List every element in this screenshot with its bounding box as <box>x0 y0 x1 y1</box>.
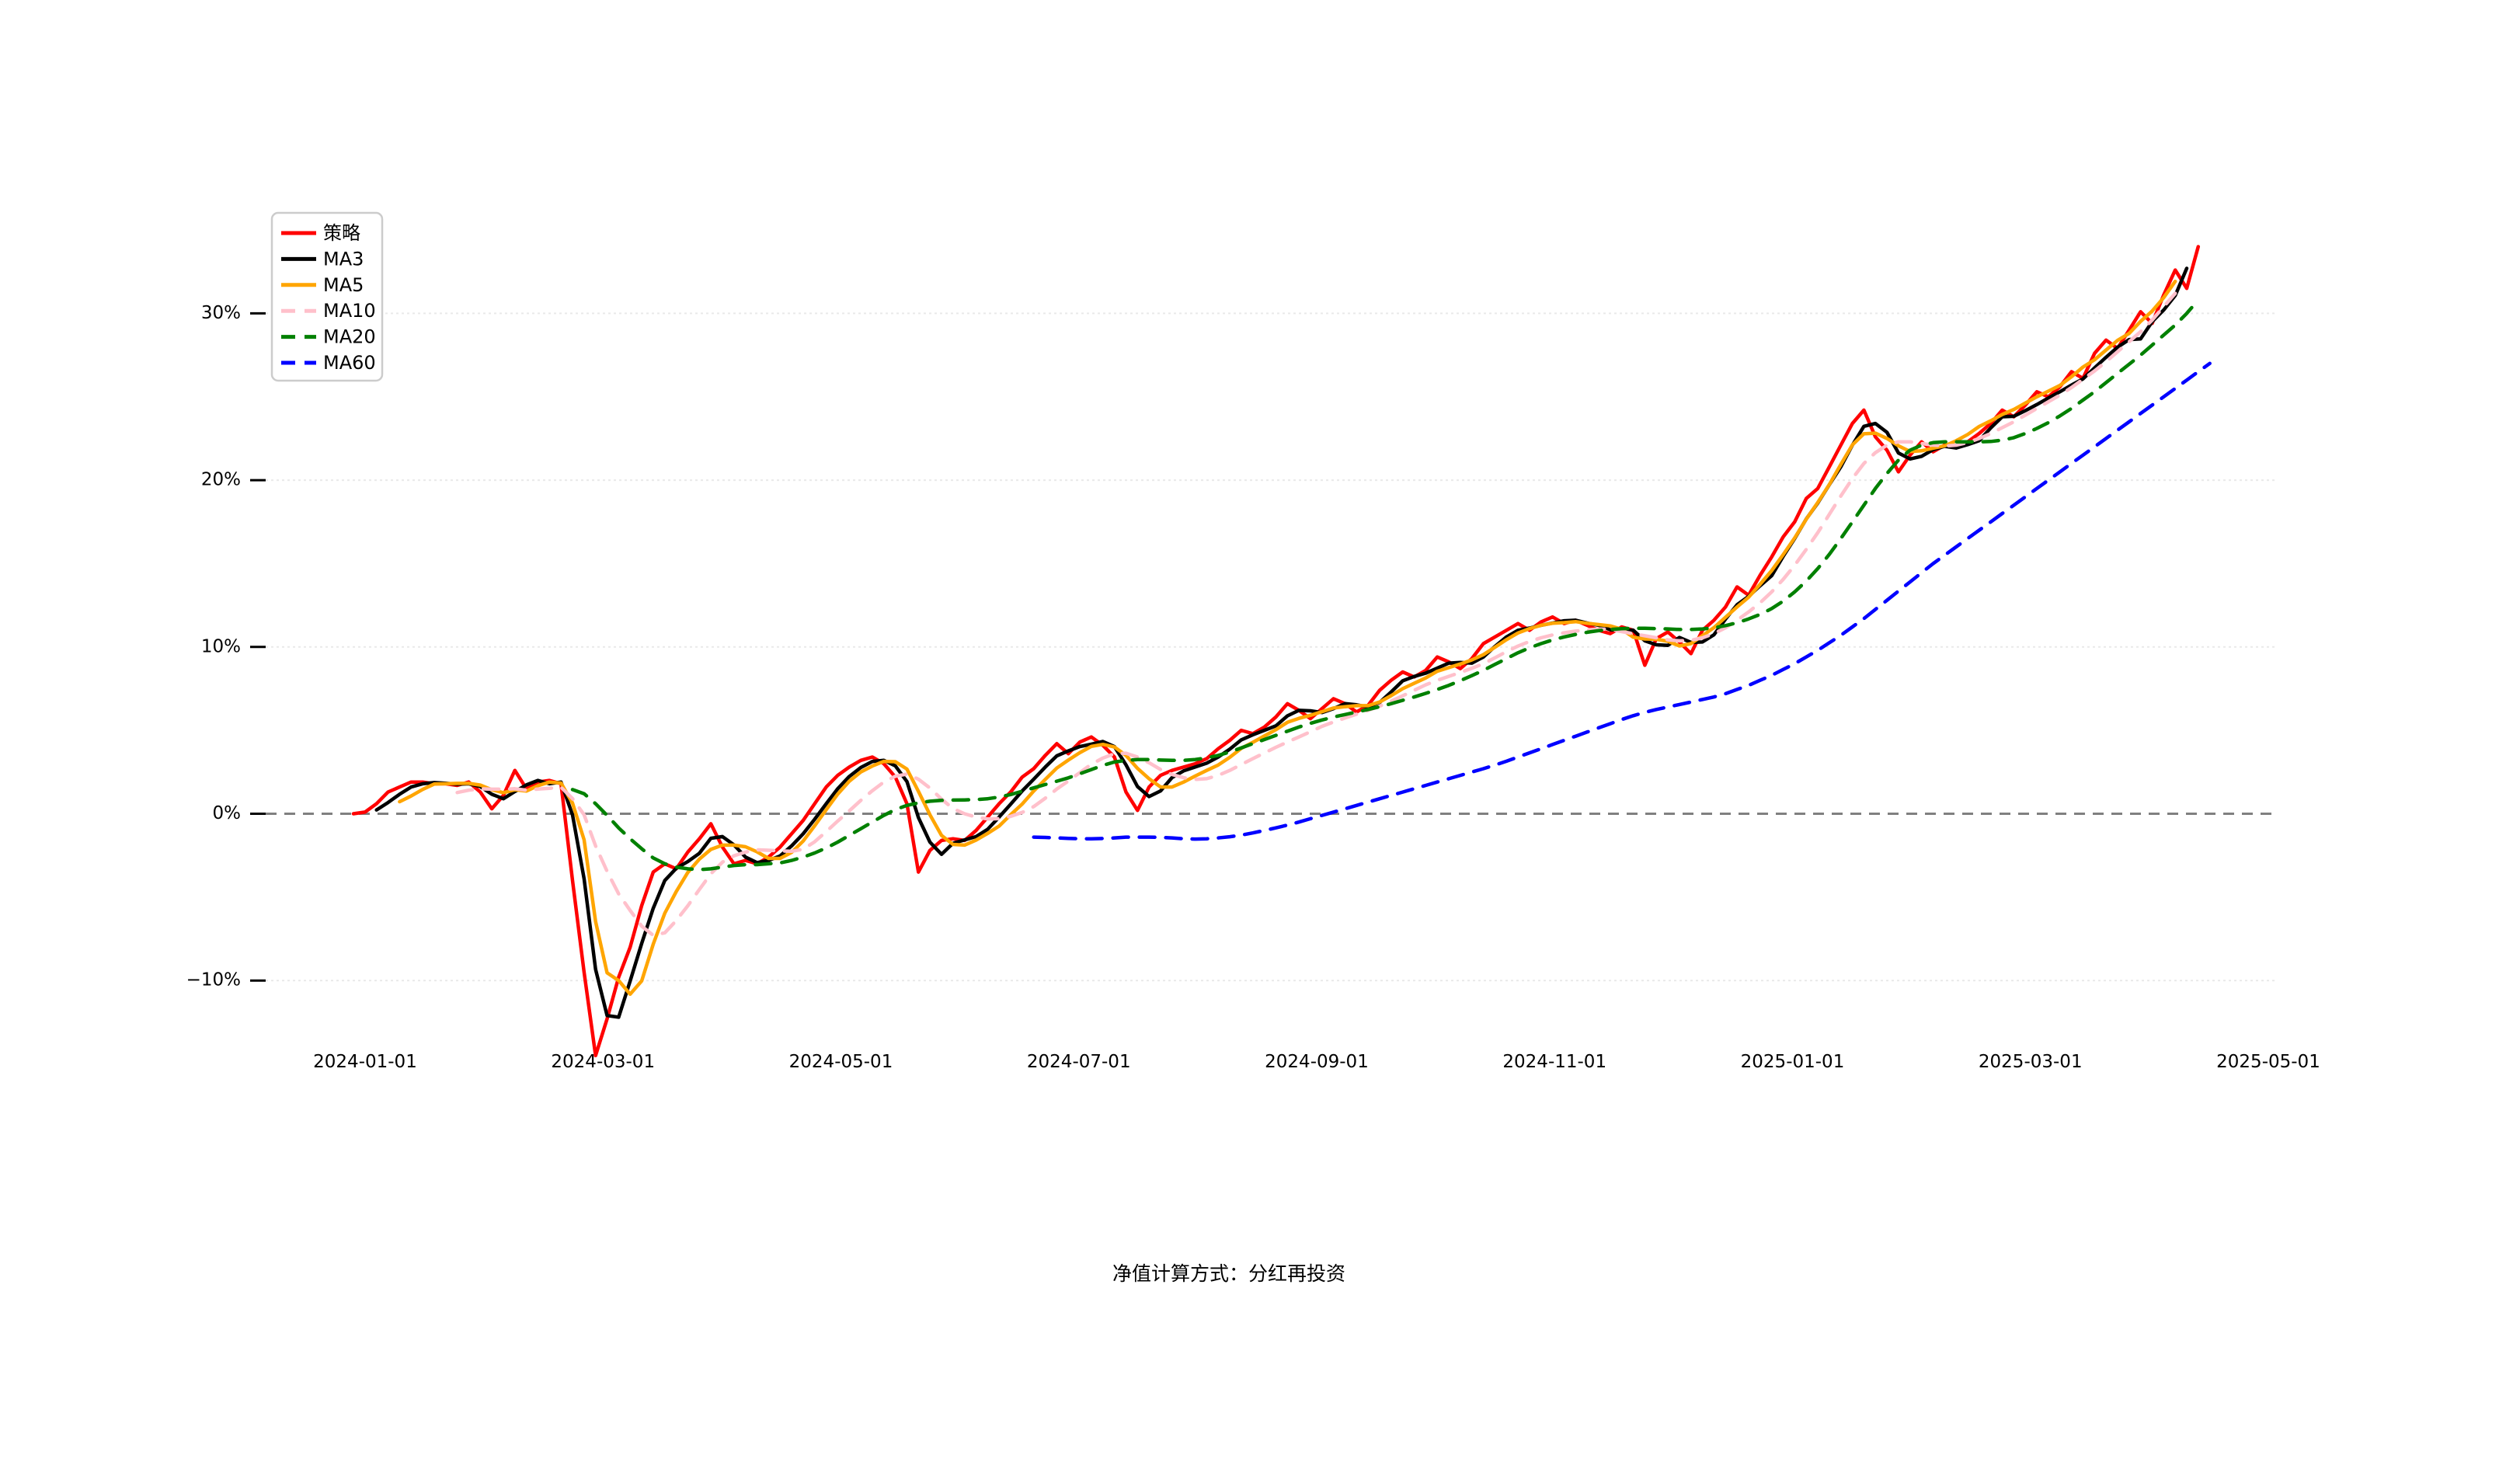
x-tick-label: 2025-05-01 <box>2216 1052 2320 1072</box>
series-line-MA5 <box>398 279 2177 997</box>
series-line-MA10 <box>455 291 2177 938</box>
y-axis-ticks: 30% 20% 10% 0% −10% <box>186 303 266 990</box>
legend-box <box>270 211 384 382</box>
x-tick-label: 2024-09-01 <box>1265 1052 1369 1072</box>
legend-label-策略[interactable]: 策略 <box>323 222 360 244</box>
series-line-MA60 <box>1032 361 2212 841</box>
series-group <box>351 245 2212 1058</box>
x-tick-label: 2024-11-01 <box>1502 1052 1606 1072</box>
x-tick-label: 2024-07-01 <box>1027 1052 1131 1072</box>
legend-label-MA3[interactable]: MA3 <box>323 248 364 270</box>
x-tick-label: 2025-01-01 <box>1741 1052 1845 1072</box>
y-tick-label: 0% <box>213 803 242 823</box>
x-tick-label: 2025-03-01 <box>1979 1052 2083 1072</box>
chart-caption: 净值计算方式：分红再投资 <box>1112 1262 1345 1285</box>
y-tick-label: 30% <box>201 303 241 323</box>
y-tick-label: 20% <box>201 470 241 490</box>
legend-label-MA5[interactable]: MA5 <box>323 274 364 296</box>
gridlines-group <box>266 312 2276 982</box>
x-axis-ticks: 2024-01-01 2024-03-01 2024-05-01 2024-07-01… <box>313 1052 2320 1072</box>
x-tick-label: 2024-05-01 <box>789 1052 893 1072</box>
y-tick-label: −10% <box>186 970 241 990</box>
legend-label-MA10[interactable]: MA10 <box>323 300 376 322</box>
series-line-策略 <box>351 245 2201 1058</box>
y-tick-label: 10% <box>201 636 241 656</box>
chart-legend[interactable]: 策略 MA3 MA5 MA10 MA20 MA60 <box>270 211 384 382</box>
x-tick-label: 2024-03-01 <box>551 1052 655 1072</box>
legend-label-MA60[interactable]: MA60 <box>323 352 376 374</box>
series-line-MA20 <box>570 298 2201 872</box>
legend-label-MA20[interactable]: MA20 <box>323 326 376 348</box>
x-tick-label: 2024-01-01 <box>313 1052 417 1072</box>
